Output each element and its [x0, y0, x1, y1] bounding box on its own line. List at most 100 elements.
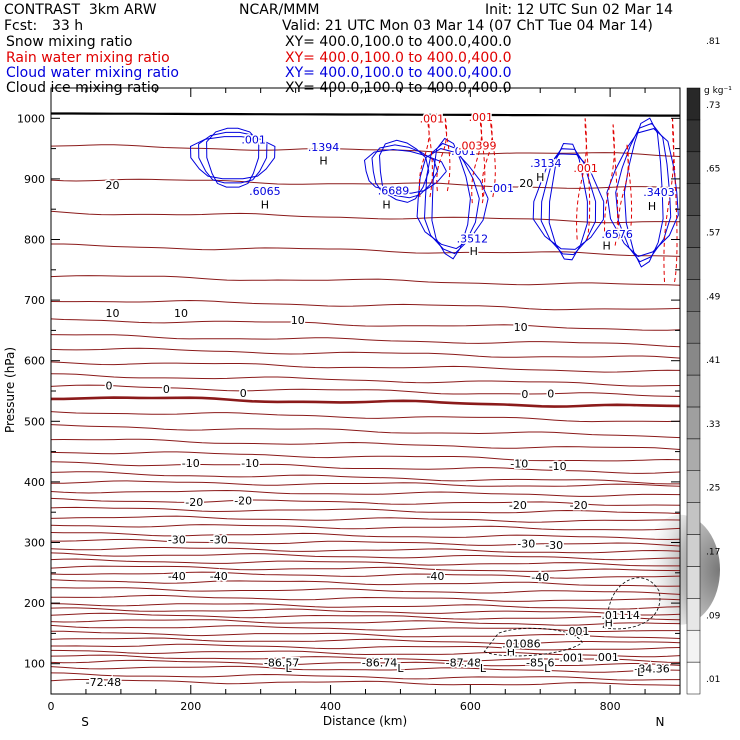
- isotherm: [50, 275, 681, 286]
- isotherm-label: -87.48: [446, 656, 481, 669]
- isotherm: [51, 643, 681, 651]
- isotherm: [50, 178, 681, 189]
- y-tick-label: 100: [24, 658, 45, 671]
- isotherm-label: -72.48: [86, 676, 121, 689]
- isotherm-label: -30: [168, 533, 186, 546]
- isotherm-label: -20: [509, 499, 527, 512]
- isotherm: [50, 515, 681, 523]
- isotherm: [50, 532, 681, 541]
- isotherm: [51, 243, 681, 257]
- value-label: .3134: [530, 157, 562, 170]
- rain-water-contour: [576, 118, 591, 240]
- isotherm: [50, 489, 681, 497]
- y-tick-label: 300: [24, 537, 45, 550]
- x-tick-label: 800: [600, 700, 621, 713]
- isotherm: [50, 637, 681, 645]
- extremum-marker: H: [470, 245, 478, 258]
- cloud-water-contour: [540, 148, 597, 256]
- colorbar-swatch: [686, 279, 701, 312]
- isotherm-label: 0: [521, 388, 528, 401]
- model-title: CONTRAST 3km ARW: [4, 2, 157, 18]
- x-tick-label: 0: [48, 700, 55, 713]
- colorbar-swatch: [686, 119, 701, 153]
- isotherm: [50, 144, 681, 157]
- end-label-south: S: [81, 715, 89, 729]
- field-rain-xy: XY= 400.0,100.0 to 400.0,400.0: [285, 50, 512, 66]
- y-tick-label: 600: [24, 355, 45, 368]
- colorbar-label: .25: [706, 484, 720, 494]
- extremum-marker: L: [544, 662, 551, 675]
- colorbar-label: .57: [706, 229, 720, 239]
- isotherm: [50, 299, 681, 311]
- isotherm: [50, 630, 681, 639]
- isotherm-label: -20: [234, 495, 252, 508]
- init-time: Init: 12 UTC Sun 02 Mar 14: [485, 2, 674, 18]
- isotherm: [50, 679, 681, 686]
- isotherm-label: -20: [570, 499, 588, 512]
- colorbar-swatch: [686, 406, 701, 440]
- isotherm-label: 0: [106, 380, 113, 393]
- cloud-water-contour: [431, 137, 471, 260]
- rain-water-contour: [663, 118, 678, 283]
- value-label: .6576: [601, 228, 633, 241]
- y-tick-label: 800: [24, 234, 45, 247]
- colorbar-label: .17: [706, 547, 720, 557]
- extremum-marker: H: [261, 198, 269, 211]
- field-cloud-name: Cloud water mixing ratio: [6, 65, 179, 81]
- extremum-marker: L: [480, 662, 487, 675]
- value-label: .001: [451, 145, 476, 158]
- value-label: .01114: [601, 609, 640, 622]
- x-tick-label: 400: [320, 700, 341, 713]
- isotherm-label: 0: [163, 383, 170, 396]
- x-tick-label: 200: [180, 700, 201, 713]
- x-axis-label: Distance (km): [323, 714, 407, 728]
- colorbar-swatch: [686, 534, 701, 567]
- value-label: .3512: [457, 232, 489, 245]
- value-label: .001: [241, 134, 266, 147]
- isotherm: [50, 210, 681, 224]
- isotherm: [50, 624, 680, 632]
- isotherm: [50, 558, 680, 567]
- isotherm: [50, 665, 681, 673]
- isotherm-label: -86.74: [362, 656, 397, 669]
- colorbar-label: .73: [706, 101, 720, 111]
- fcst-label: Fcst:: [4, 18, 38, 34]
- isotherm-label: -30: [517, 538, 535, 551]
- isotherm-label: 0: [547, 387, 554, 400]
- cloud-water-contour: [423, 142, 480, 255]
- isotherm-label: 10: [514, 321, 528, 334]
- isotherm: [50, 603, 681, 610]
- y-tick-label: 500: [24, 415, 45, 428]
- isotherm-zero: [51, 396, 681, 408]
- colorbar-swatch: [686, 311, 701, 344]
- isotherm-label: -40: [426, 570, 444, 583]
- isotherm-label: -40: [531, 571, 549, 584]
- isotherm-label: -10: [182, 457, 200, 470]
- isotherm: [50, 619, 681, 626]
- isotherm: [50, 607, 681, 616]
- value-label: .01086: [502, 638, 541, 651]
- value-label: .001: [420, 112, 445, 125]
- rain-water-contour: [418, 115, 433, 198]
- colorbar-label: .49: [706, 292, 721, 302]
- colorbar-label: .65: [706, 165, 720, 175]
- y-tick-label: 1000: [17, 112, 45, 125]
- extremum-marker: H: [605, 616, 613, 629]
- isotherm-label: -20: [185, 496, 203, 509]
- colorbar-swatch: [686, 629, 701, 663]
- isotherm: [50, 612, 681, 621]
- isotherm-label: 20: [106, 179, 120, 192]
- isotherm: [51, 587, 681, 595]
- isotherm-label: -84.36: [634, 663, 669, 676]
- field-snow-xy: XY= 400.0,100.0 to 400.0,400.0: [285, 34, 512, 50]
- isotherm-label: -30: [545, 539, 563, 552]
- extremum-marker: H: [536, 171, 544, 184]
- isotherm: [50, 461, 681, 474]
- y-axis-label: Pressure (hPa): [3, 347, 17, 433]
- colorbar-label: .81: [706, 37, 720, 47]
- isotherm: [50, 672, 680, 681]
- value-label: .001: [565, 625, 590, 638]
- extremum-marker: L: [286, 662, 293, 675]
- isotherm: [50, 579, 681, 587]
- extremum-marker: L: [637, 666, 644, 679]
